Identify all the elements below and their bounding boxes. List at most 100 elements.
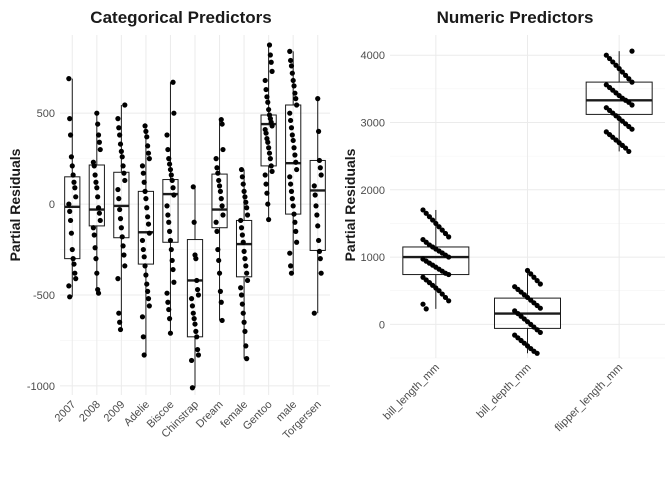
data-point (264, 94, 270, 100)
data-point (166, 306, 172, 313)
data-point (119, 234, 125, 240)
data-point (239, 301, 245, 307)
data-point (193, 328, 199, 334)
data-point (242, 194, 248, 200)
numeric-y-tick-label: 0 (379, 319, 385, 331)
numeric-y-tick-label: 4000 (361, 50, 385, 62)
data-point (69, 246, 75, 253)
data-point (268, 163, 274, 169)
data-point (213, 156, 219, 162)
data-point (167, 330, 174, 336)
categorical-x-tick-label: 2008 (77, 399, 103, 425)
data-point (262, 172, 268, 178)
data-point (214, 165, 220, 171)
data-point (166, 161, 173, 167)
categorical-box-Chinstrap (186, 184, 204, 391)
data-point (140, 334, 146, 340)
data-point (166, 156, 172, 162)
data-point (140, 246, 146, 253)
data-point (166, 219, 172, 225)
data-point (264, 190, 270, 196)
data-point (95, 132, 102, 138)
data-point (165, 299, 171, 305)
data-point (629, 79, 635, 85)
data-point (121, 170, 127, 176)
data-point (531, 274, 537, 280)
categorical-box-Torgersen (309, 96, 326, 316)
data-point (121, 252, 127, 258)
data-point (318, 270, 324, 276)
data-point (68, 230, 75, 236)
categorical-y-tick-label: -1000 (27, 381, 55, 393)
data-point (294, 102, 300, 108)
data-point (169, 177, 175, 184)
numeric-x-tick-label: bill_depth_mm (475, 362, 534, 421)
data-point (537, 305, 543, 311)
data-point (610, 59, 616, 65)
data-point (117, 216, 124, 222)
data-point (168, 246, 174, 253)
box-iqr (88, 164, 105, 227)
data-point (188, 296, 195, 302)
data-point (168, 172, 174, 178)
data-point (194, 346, 201, 353)
data-point (262, 77, 268, 84)
data-point (141, 179, 147, 185)
data-point (263, 181, 269, 187)
data-point (67, 217, 74, 224)
data-point (313, 203, 319, 209)
data-point (537, 281, 543, 287)
data-point (122, 102, 128, 108)
data-point (433, 220, 439, 227)
data-point (171, 192, 177, 198)
data-point (288, 188, 295, 194)
data-point (266, 150, 273, 156)
data-point (67, 116, 73, 122)
data-point (239, 174, 245, 180)
data-point (269, 168, 275, 174)
data-point (290, 203, 296, 209)
data-point (73, 276, 79, 282)
data-point (311, 310, 317, 316)
data-point (96, 210, 102, 216)
data-point (188, 357, 195, 364)
categorical-box-Biscoe (162, 79, 179, 336)
data-point (265, 99, 271, 105)
numeric-box-bill_depth_mm (494, 267, 561, 356)
categorical-box-female (235, 166, 253, 362)
data-point (122, 177, 128, 184)
data-point (70, 172, 76, 178)
data-point (315, 237, 322, 244)
data-point (214, 228, 220, 234)
data-point (288, 117, 294, 124)
data-point (95, 121, 101, 127)
data-point (119, 154, 125, 160)
data-point (71, 261, 77, 267)
data-point (291, 83, 297, 89)
data-point (92, 245, 98, 251)
data-point (143, 272, 149, 278)
data-point (171, 110, 177, 116)
numeric-y-tick-label: 1000 (361, 252, 385, 264)
data-point (266, 216, 272, 223)
data-point (66, 201, 72, 207)
categorical-box-2008 (88, 110, 105, 296)
categorical-predictors-panel: Categorical Predictors Partial Residuals… (7, 8, 330, 442)
data-point (91, 163, 97, 169)
numeric-y-tick-label: 2000 (361, 185, 385, 197)
data-point (73, 194, 79, 200)
data-point (291, 211, 297, 217)
numeric-box-flipper_length_mm (585, 48, 653, 155)
data-point (219, 203, 225, 209)
data-point (117, 141, 124, 147)
data-point (170, 185, 176, 191)
data-point (442, 294, 449, 301)
data-point (190, 310, 196, 316)
data-point (218, 299, 224, 305)
data-point (294, 239, 300, 245)
data-point (141, 254, 147, 260)
data-point (165, 212, 171, 218)
data-point (217, 288, 224, 294)
data-point (146, 156, 152, 162)
data-point (288, 263, 294, 269)
